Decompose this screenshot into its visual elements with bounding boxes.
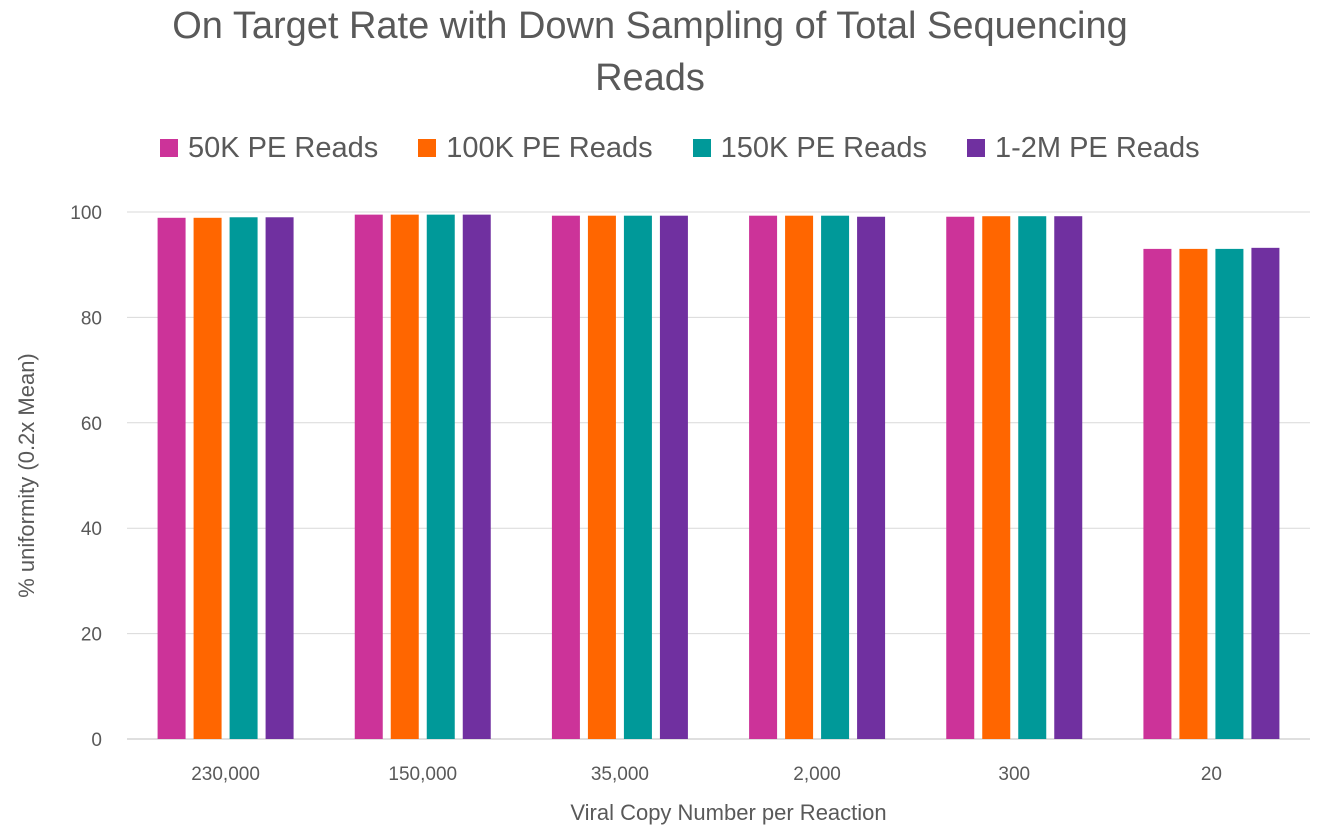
y-tick-label-0: 0 (91, 730, 102, 751)
bar-2000-series-1 (749, 215, 778, 740)
y-tick-label-60: 60 (81, 414, 102, 435)
bar-230000-series-1 (157, 217, 186, 739)
bar-2000-series-4 (857, 216, 886, 740)
bar-300-series-1 (946, 216, 975, 740)
bar-230000-series-4 (265, 217, 294, 739)
bars (157, 214, 1280, 740)
legend-label-150k: 150K PE Reads (720, 131, 927, 164)
bar-20-series-4 (1251, 247, 1280, 739)
bar-300-series-4 (1054, 216, 1083, 739)
legend-label-1-2m: 1-2M PE Reads (994, 131, 1200, 164)
bar-230000-series-3 (229, 217, 258, 739)
legend-swatch-1-2m (966, 139, 985, 157)
x-axis-title: Viral Copy Number per Reaction (570, 800, 886, 825)
chart-title: On Target Rate with Down Sampling of Tot… (0, 0, 1300, 104)
legend-label-50k: 50K PE Reads (188, 131, 379, 164)
bar-230000-series-2 (193, 217, 222, 739)
y-axis-title: % uniformity (0.2x Mean) (14, 353, 39, 598)
bar-2000-series-3 (821, 215, 850, 740)
x-tick-label-35000: 35,000 (591, 764, 649, 785)
legend: 50K PE Reads 100K PE Reads 150K PE Reads… (160, 128, 1240, 168)
bar-150000-series-3 (426, 214, 455, 739)
bar-20-series-3 (1215, 248, 1244, 739)
legend-item-100k: 100K PE Reads (418, 131, 653, 165)
y-tick-label-80: 80 (81, 308, 102, 329)
bar-300-series-3 (1018, 216, 1047, 739)
y-tick-label-20: 20 (81, 625, 102, 646)
x-tick-label-300: 300 (998, 764, 1030, 785)
legend-swatch-100k (418, 139, 437, 157)
bar-150000-series-4 (462, 214, 491, 739)
x-tick-label-150000: 150,000 (388, 764, 457, 785)
bar-35000-series-4 (659, 215, 688, 740)
bar-20-series-2 (1179, 248, 1208, 739)
x-tick-label-230000: 230,000 (191, 764, 260, 785)
y-axis-ticks: 0 20 40 60 80 100 (70, 203, 102, 751)
legend-swatch-150k (692, 139, 711, 157)
chart-title-line-2: Reads (595, 57, 705, 99)
bar-35000-series-1 (551, 215, 580, 740)
y-tick-label-40: 40 (81, 519, 102, 540)
y-tick-label-100: 100 (70, 203, 102, 224)
bar-300-series-2 (982, 216, 1011, 739)
x-axis-ticks: 230,000 150,000 35,000 2,000 300 20 (191, 764, 1222, 785)
legend-swatch-50k (160, 139, 178, 157)
bar-150000-series-2 (390, 214, 419, 739)
bar-2000-series-2 (785, 215, 814, 740)
x-tick-label-20: 20 (1201, 764, 1222, 785)
gridlines (127, 211, 1310, 740)
legend-item-1-2m: 1-2M PE Reads (966, 131, 1200, 165)
bar-20-series-1 (1143, 248, 1172, 739)
bar-35000-series-3 (623, 215, 652, 740)
bar-35000-series-2 (587, 215, 616, 740)
x-tick-label-2000: 2,000 (793, 764, 841, 785)
legend-item-150k: 150K PE Reads (692, 131, 927, 165)
chart-title-line-1: On Target Rate with Down Sampling of Tot… (172, 5, 1128, 47)
legend-label-100k: 100K PE Reads (446, 131, 653, 164)
legend-item-50k: 50K PE Reads (160, 132, 378, 165)
bar-150000-series-1 (354, 214, 383, 739)
